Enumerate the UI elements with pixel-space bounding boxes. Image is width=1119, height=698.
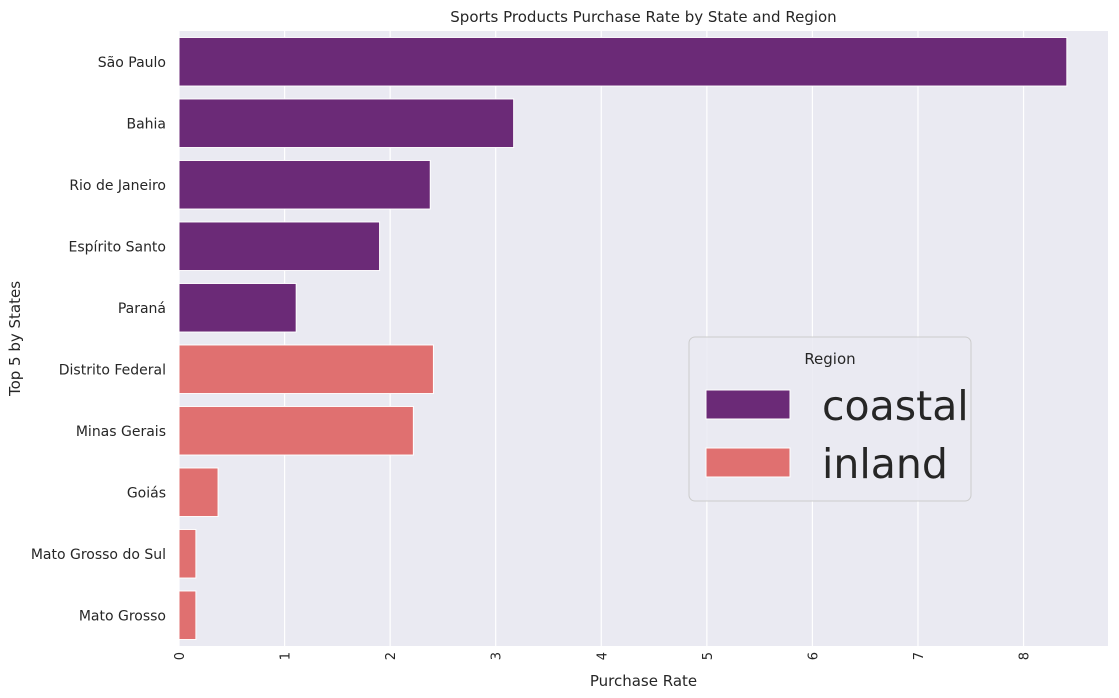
x-axis-label: Purchase Rate [590,672,697,690]
bar-4 [178,282,297,333]
bar-9 [178,590,197,641]
y-tick-label: Minas Gerais [76,424,166,440]
y-tick-label: Mato Grosso do Sul [31,547,166,563]
x-tick-label: 4 [595,652,610,660]
x-tick-label: 1 [279,652,294,660]
x-tick-label: 8 [1018,652,1033,660]
x-tick-label: 6 [806,652,821,660]
legend: Region coastal inland [688,336,972,502]
y-tick-label: Rio de Janeiro [69,178,166,194]
x-tick-label: 2 [384,652,399,660]
y-tick-label: Paraná [118,301,166,317]
y-tick-label: Espírito Santo [69,239,166,255]
y-tick-label: Mato Grosso [79,608,166,624]
y-tick-label: Goiás [127,485,166,501]
bar-7 [178,467,219,518]
x-tick-label: 3 [490,652,505,660]
bar-2 [178,159,431,210]
x-tick-label: 7 [912,652,927,660]
y-tick-label: Distrito Federal [59,362,166,378]
x-tick-label: 5 [701,652,716,660]
bars-group [178,36,1068,641]
y-tick-label: São Paulo [98,55,166,71]
bar-3 [178,221,381,272]
legend-title: Region [804,350,855,368]
legend-label-inland: inland [822,440,948,488]
bar-1 [178,98,515,149]
bar-5 [178,344,434,395]
legend-swatch-coastal [705,389,791,420]
legend-swatch-inland [705,447,791,478]
bar-8 [178,528,197,579]
chart-title: Sports Products Purchase Rate by State a… [450,8,836,26]
x-tick-labels: 0 1 2 3 4 5 6 7 8 [173,652,1033,660]
bar-0 [178,36,1068,87]
bar-6 [178,405,414,456]
y-tick-label: Bahia [126,116,166,132]
y-axis-label: Top 5 by States [6,281,24,397]
legend-label-coastal: coastal [822,382,969,430]
x-tick-label: 0 [173,652,188,660]
y-tick-labels: São Paulo Bahia Rio de Janeiro Espírito San… [31,55,166,625]
